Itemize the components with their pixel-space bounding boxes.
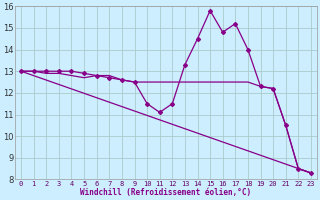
X-axis label: Windchill (Refroidissement éolien,°C): Windchill (Refroidissement éolien,°C) bbox=[80, 188, 252, 197]
